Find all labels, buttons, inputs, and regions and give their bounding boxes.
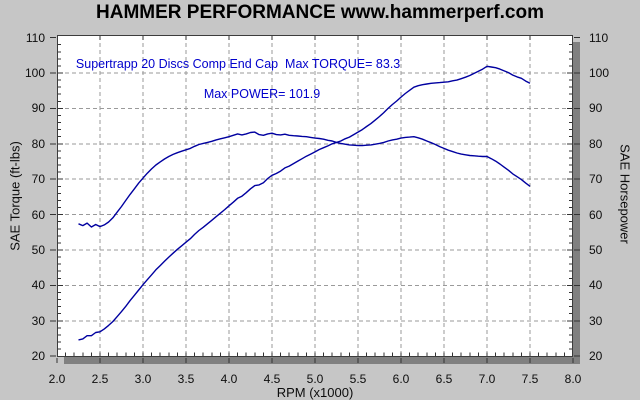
tick-label: 80 [31,136,45,151]
tick-label: 20 [31,349,45,364]
tick-label: 90 [31,101,45,116]
tick-label: 2.5 [91,372,109,386]
tick-label: 70 [589,172,603,187]
tick-label: 8.0 [564,372,582,386]
tick-label: 30 [31,313,45,328]
tick-label: 90 [589,101,603,116]
tick-label: 100 [24,66,45,80]
tick-label: 60 [589,207,603,222]
tick-label: 110 [589,30,609,45]
tick-label: 6.0 [392,372,410,386]
annotation-box: Supertrapp 20 Discs Comp End Cap Max TOR… [62,42,532,132]
annotation-max-torque: Supertrapp 20 Discs Comp End Cap Max TOR… [75,57,401,71]
annotation-max-power: Max POWER= 101.9 [203,87,321,101]
tick-label: 7.5 [521,372,539,386]
tick-label: 3.0 [134,372,152,386]
tick-label: 20 [589,349,603,364]
tick-label: 60 [31,207,45,222]
tick-label: 80 [589,136,603,151]
tick-label: 100 [589,66,610,80]
tick-label: 4.5 [263,372,281,386]
tick-label: 110 [25,30,45,45]
tick-label: 50 [31,243,45,257]
tick-label: 30 [589,313,603,328]
tick-label: 5.5 [349,372,367,386]
tick-label: 7.0 [478,372,496,386]
tick-label: 40 [589,278,603,293]
tick-label: 2.0 [48,372,66,386]
page-title: HAMMER PERFORMANCE www.hammerperf.com [96,2,544,23]
tick-label: 4.0 [220,372,238,386]
tick-label: 50 [589,243,603,257]
x-axis-label: RPM (x1000) [276,385,354,400]
tick-label: 40 [31,278,45,293]
tick-label: 70 [31,172,45,187]
tick-label: 6.5 [435,372,453,386]
tick-label: 5.0 [306,372,324,386]
tick-label: 3.5 [177,372,195,386]
